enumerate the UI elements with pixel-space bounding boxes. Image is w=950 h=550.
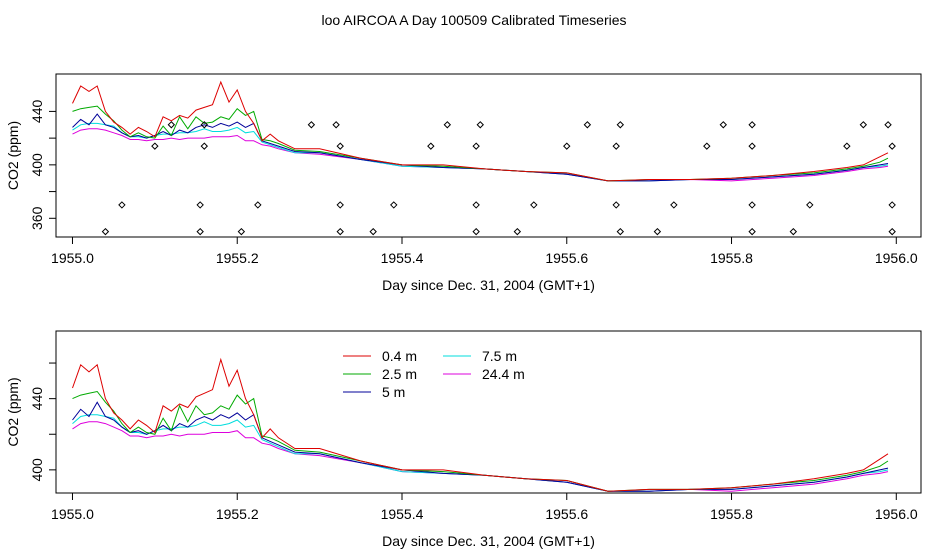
flag-marker bbox=[859, 121, 868, 129]
flag-marker bbox=[616, 227, 625, 236]
flag-marker bbox=[719, 121, 727, 129]
flag-marker bbox=[888, 142, 896, 150]
flag-marker bbox=[118, 201, 126, 209]
x-tick-label: 1956.0 bbox=[875, 250, 918, 266]
x-tick-label: 1955.0 bbox=[51, 506, 94, 522]
chart-title: loo AIRCOA A Day 100509 Calibrated Times… bbox=[321, 12, 626, 28]
x-tick-label: 1955.8 bbox=[710, 250, 753, 266]
series-line-s04 bbox=[72, 80, 889, 182]
x-tick-label: 1955.8 bbox=[710, 506, 753, 522]
flag-marker bbox=[332, 121, 340, 129]
x-axis-label: Day since Dec. 31, 2004 (GMT+1) bbox=[382, 277, 595, 293]
series-line-s25 bbox=[72, 390, 889, 492]
x-tick-label: 1955.6 bbox=[545, 506, 588, 522]
flag-marker bbox=[151, 142, 159, 150]
flag-marker bbox=[806, 201, 814, 209]
flag-marker bbox=[748, 121, 756, 129]
top-panel: 1955.0 1955.2 1955.4 1955.6 1955.8 1956.0 360 4… bbox=[5, 73, 922, 293]
flag-marker bbox=[254, 201, 262, 209]
flag-marker bbox=[427, 142, 435, 150]
flag-marker bbox=[336, 142, 344, 150]
plot-frame bbox=[55, 73, 922, 238]
flag-marker bbox=[653, 227, 662, 236]
y-axis-label: CO2 (ppm) bbox=[5, 377, 21, 446]
flag-marker bbox=[443, 121, 452, 129]
flag-marker bbox=[884, 121, 892, 129]
flag-marker bbox=[888, 227, 896, 236]
series-line-s244 bbox=[72, 421, 889, 492]
bottom-panel: 1955.0 1955.2 1955.4 1955.6 1955.8 1956.0 400 4… bbox=[5, 330, 922, 549]
flag-marker bbox=[196, 227, 204, 236]
flag-marker bbox=[307, 121, 316, 129]
x-tick-label: 1956.0 bbox=[875, 506, 918, 522]
series-line-s04 bbox=[72, 357, 889, 492]
x-tick-label: 1955.4 bbox=[381, 506, 424, 522]
y-axis-label: CO2 (ppm) bbox=[5, 121, 21, 190]
x-tick-label: 1955.2 bbox=[216, 250, 259, 266]
flag-marker bbox=[703, 142, 711, 150]
series-line-s75 bbox=[72, 414, 889, 492]
flag-marker bbox=[390, 201, 398, 209]
legend-label: 0.4 m bbox=[382, 348, 417, 364]
y-tick-label: 440 bbox=[29, 387, 45, 411]
flag-marker bbox=[888, 201, 896, 209]
y-tick-label: 400 bbox=[29, 153, 45, 177]
flag-marker bbox=[670, 201, 678, 209]
flag-marker bbox=[748, 201, 756, 209]
plot-frame bbox=[55, 330, 922, 494]
flag-marker bbox=[616, 121, 625, 129]
x-tick-label: 1955.6 bbox=[545, 250, 588, 266]
series-line-s244 bbox=[72, 128, 889, 182]
flag-marker bbox=[200, 142, 208, 150]
flag-marker bbox=[472, 227, 480, 236]
series-line-s75 bbox=[72, 122, 889, 182]
series-line-s25 bbox=[72, 105, 889, 182]
flag-marker bbox=[583, 121, 592, 129]
flag-marker bbox=[237, 227, 246, 236]
flag-marker bbox=[336, 227, 344, 236]
x-tick-label: 1955.0 bbox=[51, 250, 94, 266]
y-tick-label: 360 bbox=[29, 206, 45, 230]
flag-marker bbox=[472, 142, 480, 150]
flag-marker bbox=[789, 227, 798, 236]
legend-label: 7.5 m bbox=[482, 348, 517, 364]
flag-marker bbox=[369, 227, 377, 236]
flag-marker bbox=[563, 142, 571, 150]
flag-marker bbox=[513, 227, 522, 236]
flag-marker bbox=[196, 201, 204, 209]
x-axis-label: Day since Dec. 31, 2004 (GMT+1) bbox=[382, 533, 595, 549]
flag-marker bbox=[167, 121, 176, 129]
series-line-s5 bbox=[72, 401, 889, 492]
flag-marker bbox=[748, 142, 756, 150]
y-tick-label: 400 bbox=[29, 458, 45, 482]
flag-marker bbox=[612, 142, 620, 150]
legend-label: 5 m bbox=[382, 384, 405, 400]
flag-marker bbox=[472, 201, 480, 209]
series-line-s5 bbox=[72, 113, 889, 182]
flag-marker bbox=[336, 201, 344, 209]
x-tick-label: 1955.4 bbox=[381, 250, 424, 266]
flag-marker bbox=[530, 201, 538, 209]
flag-marker bbox=[748, 227, 756, 236]
flag-marker bbox=[101, 227, 110, 236]
x-tick-label: 1955.2 bbox=[216, 506, 259, 522]
y-tick-label: 440 bbox=[29, 100, 45, 124]
flag-marker bbox=[612, 201, 620, 209]
legend-label: 24.4 m bbox=[482, 366, 525, 382]
flag-marker bbox=[476, 121, 484, 129]
flag-marker bbox=[200, 121, 208, 129]
legend-label: 2.5 m bbox=[382, 366, 417, 382]
flag-marker bbox=[843, 142, 851, 150]
